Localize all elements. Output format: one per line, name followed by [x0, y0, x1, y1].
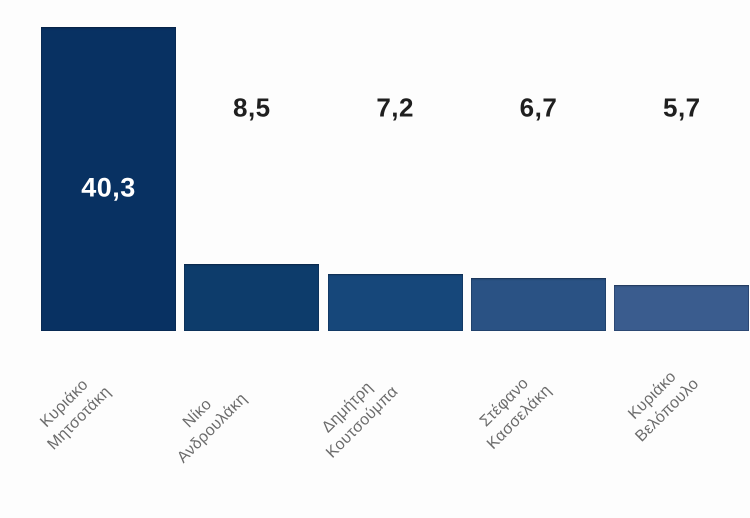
value-label: 8,5: [233, 92, 271, 123]
bar-1: [41, 27, 176, 331]
x-tick-label: Στέφανο Κασσελάκη: [477, 374, 556, 453]
value-label: 7,2: [376, 92, 414, 123]
x-tick-label: Δημήτρη Κουτσούμπα: [318, 378, 402, 462]
bar-2: [184, 264, 320, 331]
bar-4: [470, 277, 606, 331]
x-tick-label: Νίκο Ανδρουλάκη: [174, 390, 251, 467]
value-label: 5,7: [662, 92, 701, 123]
x-tick-label: Κυριάκο Μητσοτάκη: [36, 376, 114, 454]
bar-5: [614, 285, 750, 331]
bar-3: [327, 273, 463, 331]
value-label: 40,3: [81, 172, 136, 203]
value-label: 6,7: [519, 92, 558, 123]
x-tick-label: Κυριάκο Βελόπουλο: [625, 368, 703, 446]
